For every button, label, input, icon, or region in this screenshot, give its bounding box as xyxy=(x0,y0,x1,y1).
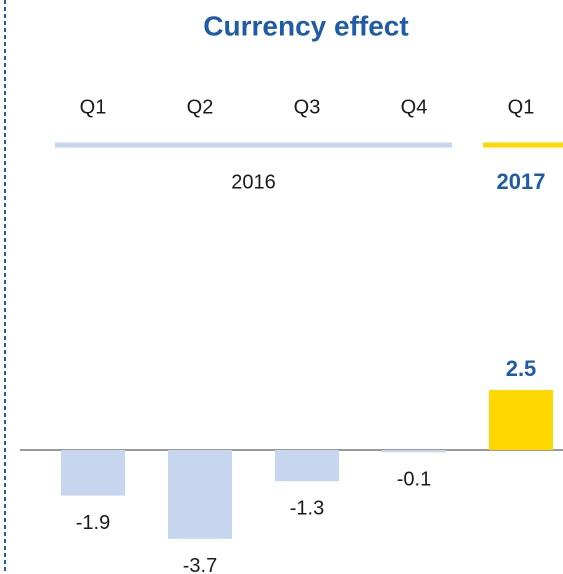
x-tick-label: Q1 xyxy=(80,96,107,118)
x-tick-label: Q3 xyxy=(294,96,321,118)
x-tick-label: Q4 xyxy=(401,96,428,118)
bar xyxy=(382,450,446,453)
group-label: 2017 xyxy=(497,169,546,194)
value-label: -1.3 xyxy=(290,497,324,519)
group-label: 2016 xyxy=(231,171,276,193)
value-label: 2.5 xyxy=(506,356,537,381)
x-tick-label: Q2 xyxy=(187,96,214,118)
value-label: -1.9 xyxy=(76,512,110,534)
value-label: -3.7 xyxy=(183,555,217,574)
value-label: -0.1 xyxy=(397,469,431,491)
bar xyxy=(61,450,125,496)
chart-title: Currency effect xyxy=(203,10,408,41)
bar xyxy=(168,450,232,539)
bar xyxy=(489,390,553,450)
bar xyxy=(275,450,339,482)
x-tick-label: Q1 xyxy=(508,96,535,118)
